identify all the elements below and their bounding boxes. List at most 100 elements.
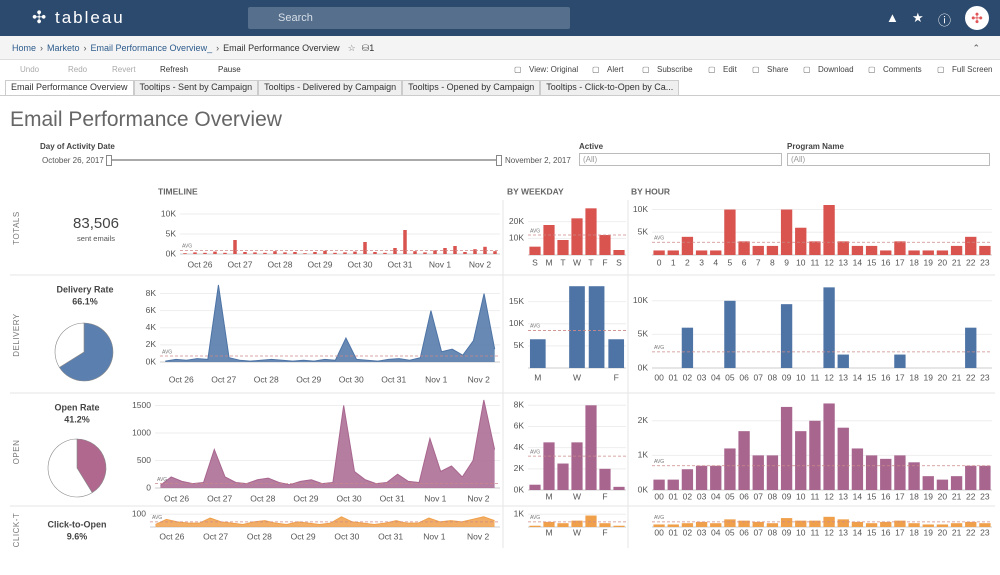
x-tick-label: Oct 26 — [164, 493, 189, 503]
toolbar-button[interactable]: Pause — [218, 65, 241, 74]
y-tick-label: 2K — [514, 463, 525, 473]
toolbar-button[interactable]: Edit — [723, 65, 737, 74]
filter-label: Active — [579, 142, 604, 151]
x-tick-label: S — [616, 257, 622, 267]
x-tick-label: 09 — [782, 372, 792, 382]
tab[interactable]: Tooltips - Delivered by Campaign — [258, 80, 403, 95]
x-tick-label: F — [614, 372, 619, 382]
bar — [393, 248, 397, 254]
bar — [894, 455, 906, 490]
info-icon[interactable]: ⓘ — [938, 13, 952, 28]
avg-label: AVG — [162, 349, 172, 355]
toolbar-button[interactable]: Full Screen — [952, 65, 993, 74]
x-tick-label: S — [532, 257, 538, 267]
tab[interactable]: Tooltips - Sent by Campaign — [133, 80, 259, 95]
bar — [851, 448, 864, 490]
slider-handle[interactable] — [106, 155, 112, 166]
y-tick-label: 10K — [509, 318, 524, 328]
toolbar-button[interactable]: Share — [767, 65, 789, 74]
bar — [710, 465, 722, 490]
filter-label: Day of Activity Date — [40, 142, 115, 151]
tab[interactable]: Tooltips - Click-to-Open by Ca... — [540, 80, 680, 95]
toolbar-button[interactable]: Refresh — [160, 65, 189, 74]
x-tick-label: T — [588, 257, 593, 267]
x-tick-label: 04 — [711, 491, 721, 501]
breadcrumb-item[interactable]: Email Performance Overview_ — [90, 43, 213, 53]
avg-label: AVG — [654, 345, 664, 351]
bar — [473, 249, 477, 254]
bar — [569, 286, 585, 368]
bar — [529, 484, 541, 490]
filter-start: October 26, 2017 — [42, 156, 104, 165]
x-tick-label: 8 — [770, 257, 775, 267]
x-tick-label: 6 — [742, 257, 747, 267]
x-tick-label: 21 — [952, 491, 962, 501]
x-tick-label: 17 — [895, 527, 905, 537]
breadcrumb: Home › Marketo › Email Performance Overview_… — [0, 36, 1000, 60]
bar — [950, 523, 963, 527]
slider-handle[interactable] — [496, 155, 502, 166]
logo[interactable]: ✣ tableau — [32, 8, 125, 27]
x-tick-label: 11 — [811, 372, 820, 382]
bar — [965, 465, 977, 490]
x-tick-label: 15 — [867, 372, 877, 382]
x-tick-label: 07 — [754, 491, 764, 501]
x-tick-label: 00 — [654, 372, 664, 382]
bar — [403, 230, 407, 254]
bar — [423, 252, 427, 254]
x-tick-label: 03 — [697, 372, 707, 382]
y-tick-label: 4K — [146, 322, 157, 332]
x-tick-label: 14 — [853, 257, 863, 267]
x-tick-label: 20 — [938, 372, 948, 382]
bar — [724, 519, 736, 527]
bar — [273, 251, 277, 254]
bar — [557, 463, 569, 490]
x-tick-label: 17 — [895, 257, 905, 267]
x-tick-label: 10 — [796, 491, 806, 501]
datasource-icon: ⛁ — [361, 43, 370, 53]
bar — [880, 458, 892, 490]
bar — [613, 486, 625, 490]
x-tick-label: 20 — [938, 257, 948, 267]
tab[interactable]: Tooltips - Opened by Campaign — [402, 80, 541, 95]
bar — [894, 241, 906, 255]
logo-text[interactable]: tableau — [54, 8, 125, 27]
toolbar-button[interactable]: Undo — [20, 65, 40, 74]
breadcrumb-item[interactable]: Marketo — [47, 43, 80, 53]
x-tick-label: Oct 30 — [347, 259, 372, 269]
tab[interactable]: Email Performance Overview — [5, 80, 134, 95]
kpi-label: sent emails — [77, 234, 115, 243]
x-tick-label: 12 — [824, 257, 834, 267]
row-label: DELIVERY — [12, 313, 21, 357]
toolbar-button[interactable]: Subscribe — [657, 65, 693, 74]
row-label: CLICK-T — [12, 513, 21, 548]
toolbar-button[interactable]: Redo — [68, 65, 88, 74]
search-box[interactable]: Search — [248, 7, 570, 29]
toolbar-button[interactable]: View: Original — [529, 65, 579, 74]
dropdown[interactable]: (All) — [787, 153, 990, 166]
x-tick-label: Nov 1 — [429, 259, 451, 269]
x-tick-label: 04 — [711, 527, 721, 537]
x-tick-label: 4 — [713, 257, 718, 267]
date-slider[interactable] — [108, 159, 500, 161]
toolbar-button[interactable]: Revert — [112, 65, 136, 74]
x-tick-label: 7 — [756, 257, 761, 267]
toolbar-button[interactable]: Download — [818, 65, 854, 74]
bar — [950, 476, 963, 490]
favorites-icon[interactable]: ★ — [912, 10, 924, 25]
y-tick-label: 100 — [132, 509, 146, 519]
x-tick-label: 14 — [853, 372, 863, 382]
x-tick-label: Oct 29 — [293, 493, 318, 503]
bar — [965, 236, 977, 255]
alert-icon[interactable]: ▲ — [886, 10, 899, 25]
toolbar-button[interactable]: Comments — [883, 65, 922, 74]
bar — [837, 519, 849, 527]
dropdown[interactable]: (All) — [579, 153, 782, 166]
breadcrumb-item[interactable]: Home — [12, 43, 37, 53]
bar — [543, 442, 555, 490]
toolbar-button[interactable]: Alert — [607, 65, 624, 74]
bar — [738, 241, 750, 255]
filter-end: November 2, 2017 — [505, 156, 571, 165]
x-tick-label: 18 — [909, 372, 919, 382]
user-avatar[interactable]: ✣ — [965, 6, 989, 30]
